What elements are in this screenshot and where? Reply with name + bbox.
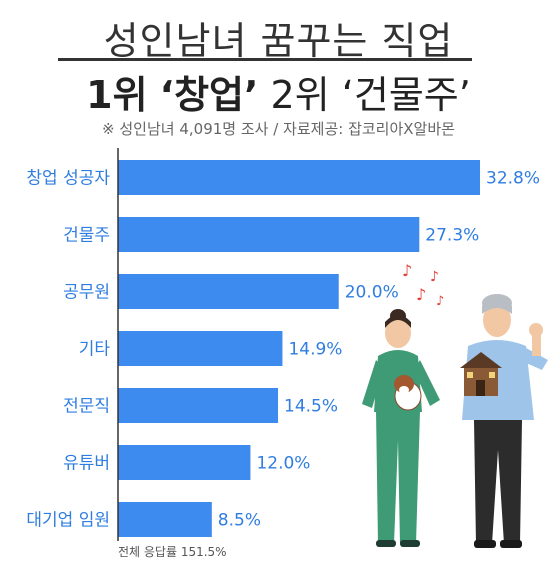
bar-3 [118, 331, 283, 366]
title-line2: 1위 ‘창업’ 2위 ‘건물주’ [0, 64, 557, 119]
value-label-1: 27.3% [425, 226, 479, 246]
value-label-6: 8.5% [218, 511, 261, 531]
rank2: 2위 [270, 73, 330, 117]
value-label-0: 32.8% [486, 169, 540, 189]
subtitle: ※ 성인남녀 4,091명 조사 / 자료제공: 잡코리아X알바몬 [102, 120, 455, 138]
item2: ‘건물주’ [341, 73, 471, 117]
bar-6 [118, 502, 212, 537]
man-figure-icon [460, 294, 548, 548]
category-label-6: 대기업 임원 [26, 511, 110, 531]
value-label-3: 14.9% [288, 340, 342, 360]
category-label-0: 창업 성공자 [26, 169, 110, 189]
value-labels-group: 32.8% 27.3% 20.0% 14.9% 14.5% 12.0% 8.5% [218, 169, 540, 531]
value-label-5: 12.0% [256, 454, 310, 474]
svg-text:♪: ♪ [402, 261, 412, 280]
bar-0 [118, 160, 480, 195]
bars-group [118, 160, 480, 537]
illustration: ♪ ♪ ♪ ♪ [362, 261, 548, 548]
rank1: 1위 [86, 73, 148, 117]
bar-2 [118, 274, 339, 309]
item1: ‘창업’ [159, 73, 259, 117]
category-label-5: 유튜버 [63, 454, 110, 474]
woman-figure-icon [362, 309, 440, 547]
bar-5 [118, 445, 251, 480]
title-line1: 성인남녀 꿈꾸는 직업 [103, 19, 454, 63]
footnote: 전체 응답률 151.5% [118, 545, 227, 559]
svg-text:♪: ♪ [436, 294, 444, 309]
music-notes-icon: ♪ ♪ ♪ ♪ [402, 261, 444, 309]
title-underline [58, 58, 472, 61]
category-label-2: 공무원 [63, 283, 110, 303]
category-label-4: 전문직 [63, 397, 110, 417]
svg-text:♪: ♪ [430, 269, 439, 285]
value-label-2: 20.0% [345, 283, 399, 303]
bar-1 [118, 217, 420, 252]
value-label-4: 14.5% [284, 397, 338, 417]
bar-4 [118, 388, 279, 423]
category-label-3: 기타 [79, 340, 111, 360]
category-label-1: 건물주 [63, 226, 110, 246]
svg-text:♪: ♪ [416, 285, 426, 304]
